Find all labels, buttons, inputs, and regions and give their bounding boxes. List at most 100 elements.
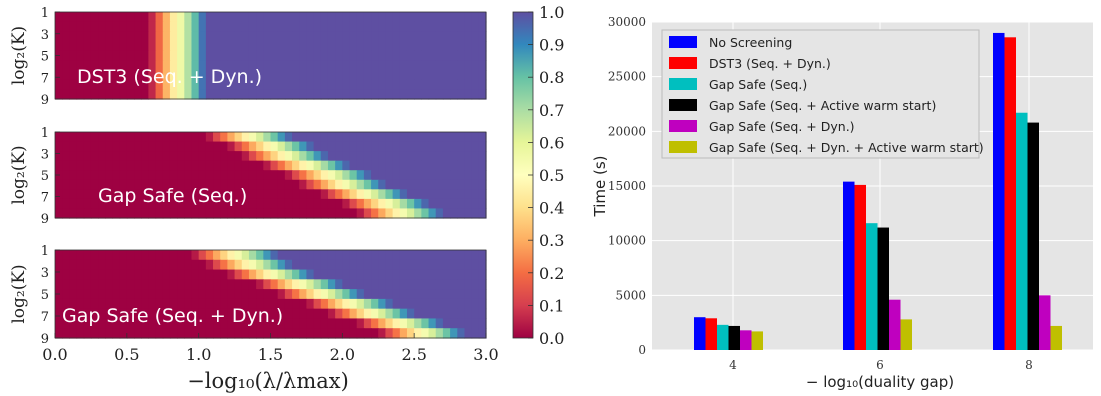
heatmap-cell <box>327 12 336 23</box>
bar-y-tick-label: 0 <box>638 343 646 357</box>
heatmap-cell <box>363 259 372 271</box>
heatmap-cell <box>356 208 365 219</box>
heatmap-cell <box>134 269 142 280</box>
heatmap-cell <box>62 31 70 42</box>
heatmap-cell <box>198 170 207 181</box>
heatmap-cell <box>184 12 193 23</box>
heatmap-cell <box>177 79 185 90</box>
heatmap-cell <box>299 170 308 181</box>
heatmap-cell <box>112 50 121 61</box>
heatmap-cell <box>169 328 178 339</box>
heatmap-cell <box>134 298 142 310</box>
heatmap-cell <box>356 79 365 90</box>
heatmap-cell <box>213 289 221 300</box>
heatmap-y-tick-label: 1 <box>41 126 49 141</box>
heatmap-cell <box>234 289 243 300</box>
legend-swatch <box>669 120 697 132</box>
heatmap-cell <box>442 31 451 42</box>
heatmap-cell <box>320 189 329 200</box>
heatmap-cell <box>385 132 394 143</box>
heatmap-cell <box>162 170 171 181</box>
heatmap-cell <box>83 208 92 219</box>
heatmap-cell <box>227 328 236 339</box>
heatmap-cell <box>320 79 329 90</box>
heatmap-cell <box>450 198 458 210</box>
heatmap-cell <box>299 50 308 61</box>
heatmap-cell <box>263 189 272 200</box>
heatmap-cell <box>112 70 121 81</box>
heatmap-cell <box>277 141 286 152</box>
heatmap-cell <box>471 21 480 32</box>
heatmap-cell <box>191 132 200 143</box>
heatmap-cell <box>141 250 149 261</box>
heatmap-cell <box>205 21 214 32</box>
heatmap-cell <box>69 279 78 290</box>
heatmap-cell <box>155 60 164 71</box>
heatmap-cell <box>471 50 480 61</box>
heatmap-cell <box>335 189 343 200</box>
heatmap-cell <box>320 12 329 23</box>
heatmap-cell <box>248 328 257 339</box>
heatmap-cell <box>191 151 200 162</box>
heatmap-cell <box>119 151 128 162</box>
heatmap-cell <box>76 70 85 81</box>
heatmap-cell <box>327 50 336 61</box>
heatmap-cell <box>378 298 387 310</box>
heatmap-cell <box>55 259 63 271</box>
legend-swatch <box>669 99 697 111</box>
heatmap-cell <box>83 189 92 200</box>
heatmap-cell <box>263 308 272 320</box>
heatmap-cell <box>205 89 214 100</box>
heatmap-cell <box>241 79 250 90</box>
heatmap-cell <box>62 41 70 52</box>
heatmap-cell <box>457 170 466 181</box>
heatmap-cell <box>248 141 257 152</box>
heatmap-cell <box>435 60 444 71</box>
heatmap-cell <box>450 308 458 320</box>
heatmap-cell <box>141 289 149 300</box>
heatmap-cell <box>450 269 458 280</box>
heatmap-cell <box>399 318 408 329</box>
heatmap-cell <box>442 269 451 280</box>
heatmap-cell <box>313 259 322 271</box>
heatmap-cell <box>134 21 142 32</box>
heatmap-cell <box>220 328 228 339</box>
heatmap-cell <box>241 198 250 210</box>
heatmap-cell <box>371 189 379 200</box>
heatmap-cell <box>313 179 322 190</box>
colorbar-tick-label: 0.8 <box>539 68 564 87</box>
heatmap-cell <box>356 250 365 261</box>
heatmap-cell <box>55 298 63 310</box>
heatmap-cell <box>385 21 394 32</box>
heatmap-cell <box>356 308 365 320</box>
heatmap-cell <box>277 308 286 320</box>
heatmap-cell <box>385 89 394 100</box>
heatmap-cell <box>184 170 193 181</box>
heatmap-cell <box>155 259 164 271</box>
heatmap-cell <box>342 298 351 310</box>
heatmap-cell <box>141 170 149 181</box>
heatmap-cell <box>248 298 257 310</box>
heatmap-cell <box>292 279 300 290</box>
heatmap-cell <box>134 170 142 181</box>
heatmap-cell <box>184 250 193 261</box>
heatmap-cell <box>119 21 128 32</box>
heatmap-cell <box>241 12 250 23</box>
heatmap-cell <box>457 308 466 320</box>
heatmap-cell <box>363 289 372 300</box>
heatmap-cell <box>292 318 300 329</box>
heatmap-cell <box>406 12 415 23</box>
heatmap-cell <box>421 170 430 181</box>
heatmap-cell <box>385 250 394 261</box>
heatmap-cell <box>335 21 343 32</box>
heatmap-cell <box>399 298 408 310</box>
heatmap-cell <box>399 179 408 190</box>
heatmap-cell <box>356 170 365 181</box>
heatmap-cell <box>356 132 365 143</box>
heatmap-cell <box>169 179 178 190</box>
heatmap-cell <box>263 250 272 261</box>
heatmap-cell <box>277 60 286 71</box>
heatmap-cell <box>313 250 322 261</box>
heatmap-cell <box>371 269 379 280</box>
heatmap-cell <box>378 132 387 143</box>
